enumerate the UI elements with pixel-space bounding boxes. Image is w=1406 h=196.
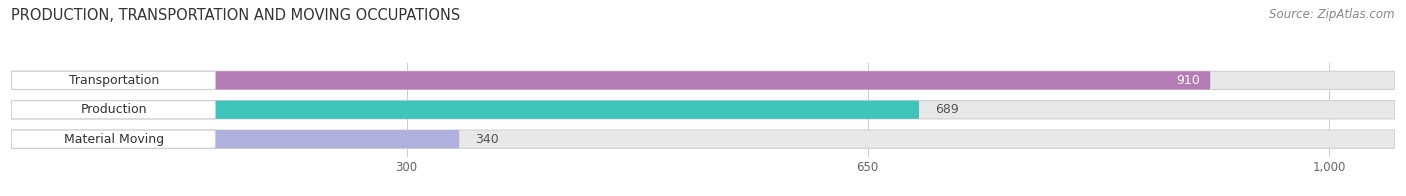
FancyBboxPatch shape	[11, 101, 215, 119]
FancyBboxPatch shape	[11, 101, 920, 119]
Text: Material Moving: Material Moving	[63, 133, 165, 146]
FancyBboxPatch shape	[11, 71, 1395, 89]
FancyBboxPatch shape	[11, 71, 215, 89]
Text: Source: ZipAtlas.com: Source: ZipAtlas.com	[1270, 8, 1395, 21]
Text: 910: 910	[1175, 74, 1199, 87]
Text: Transportation: Transportation	[69, 74, 159, 87]
Text: 340: 340	[475, 133, 499, 146]
FancyBboxPatch shape	[11, 130, 215, 148]
FancyBboxPatch shape	[11, 130, 1395, 148]
Text: 689: 689	[935, 103, 959, 116]
FancyBboxPatch shape	[11, 71, 1211, 89]
Text: PRODUCTION, TRANSPORTATION AND MOVING OCCUPATIONS: PRODUCTION, TRANSPORTATION AND MOVING OC…	[11, 8, 461, 23]
FancyBboxPatch shape	[11, 130, 460, 148]
FancyBboxPatch shape	[11, 101, 1395, 119]
Text: Production: Production	[80, 103, 148, 116]
